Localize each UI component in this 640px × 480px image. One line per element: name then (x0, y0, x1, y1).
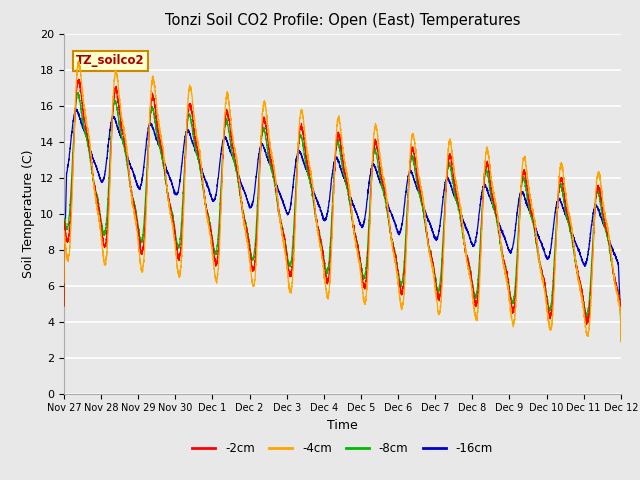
Text: TZ_soilco2: TZ_soilco2 (76, 54, 145, 67)
X-axis label: Time: Time (327, 419, 358, 432)
Legend: -2cm, -4cm, -8cm, -16cm: -2cm, -4cm, -8cm, -16cm (187, 437, 498, 460)
Y-axis label: Soil Temperature (C): Soil Temperature (C) (22, 149, 35, 278)
Title: Tonzi Soil CO2 Profile: Open (East) Temperatures: Tonzi Soil CO2 Profile: Open (East) Temp… (164, 13, 520, 28)
